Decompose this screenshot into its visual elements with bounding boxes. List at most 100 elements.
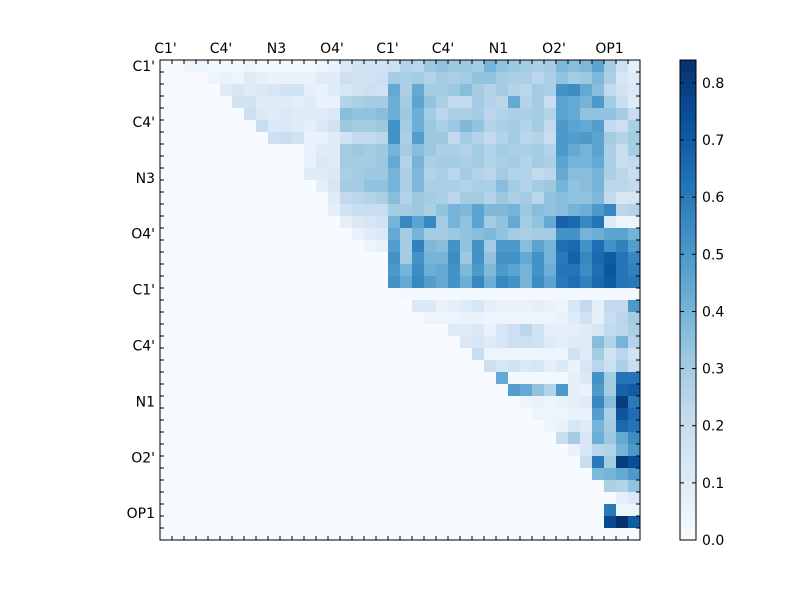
heatmap-cell: [268, 384, 281, 397]
heatmap-cell: [472, 324, 485, 337]
heatmap-cell: [292, 156, 305, 169]
heatmap-cell: [412, 444, 425, 457]
heatmap-cell: [496, 204, 509, 217]
heatmap-cell: [280, 84, 293, 97]
heatmap-cell: [592, 144, 605, 157]
heatmap-cell: [208, 60, 221, 73]
heatmap-cell: [544, 528, 557, 541]
heatmap-cell: [160, 480, 173, 493]
heatmap-cell: [196, 132, 209, 145]
heatmap-cell: [256, 408, 269, 421]
heatmap-cell: [448, 300, 461, 313]
heatmap-cell: [616, 468, 629, 481]
heatmap-cell: [352, 384, 365, 397]
heatmap-cell: [472, 216, 485, 229]
heatmap-cell: [172, 336, 185, 349]
heatmap-cell: [232, 108, 245, 121]
heatmap-cell: [520, 372, 533, 385]
heatmap-cell: [364, 192, 377, 205]
heatmap-cell: [604, 108, 617, 121]
heatmap-cell: [244, 492, 257, 505]
heatmap-cell: [532, 300, 545, 313]
heatmap-cell: [424, 420, 437, 433]
heatmap-cell: [316, 300, 329, 313]
heatmap-cell: [436, 432, 449, 445]
heatmap-cell: [544, 84, 557, 97]
heatmap-cell: [220, 288, 233, 301]
heatmap-cell: [340, 432, 353, 445]
heatmap-cell: [304, 156, 317, 169]
heatmap-cell: [472, 60, 485, 73]
heatmap-cell: [196, 288, 209, 301]
heatmap-cell: [376, 324, 389, 337]
heatmap-cell: [604, 420, 617, 433]
heatmap-cell: [244, 528, 257, 541]
heatmap-cell: [184, 156, 197, 169]
heatmap-cell: [532, 252, 545, 265]
heatmap-cell: [220, 312, 233, 325]
heatmap-cell: [232, 252, 245, 265]
heatmap-cell: [400, 528, 413, 541]
heatmap-cell: [220, 180, 233, 193]
heatmap-cell: [460, 312, 473, 325]
heatmap-cell: [556, 204, 569, 217]
heatmap-cell: [568, 72, 581, 85]
heatmap-cell: [484, 216, 497, 229]
heatmap-cell: [424, 384, 437, 397]
heatmap-cell: [496, 480, 509, 493]
heatmap-cell: [448, 264, 461, 277]
heatmap-cell: [280, 132, 293, 145]
heatmap-cell: [520, 192, 533, 205]
heatmap-cell: [604, 240, 617, 253]
heatmap-cell: [160, 300, 173, 313]
heatmap-cell: [364, 168, 377, 181]
heatmap-cell: [604, 480, 617, 493]
heatmap-cell: [172, 420, 185, 433]
heatmap-cell: [496, 72, 509, 85]
heatmap-cell: [436, 120, 449, 133]
heatmap-cell: [232, 432, 245, 445]
heatmap-cell: [520, 528, 533, 541]
heatmap-cell: [376, 192, 389, 205]
heatmap-cell: [364, 216, 377, 229]
heatmap-cell: [556, 120, 569, 133]
heatmap-cell: [184, 132, 197, 145]
heatmap-cell: [568, 300, 581, 313]
heatmap-cell: [304, 192, 317, 205]
heatmap-cell: [400, 276, 413, 289]
heatmap-cell: [232, 456, 245, 469]
heatmap-cell: [268, 180, 281, 193]
heatmap-cell: [520, 492, 533, 505]
heatmap-cell: [448, 444, 461, 457]
heatmap-cell: [316, 324, 329, 337]
heatmap-cell: [316, 456, 329, 469]
heatmap-cell: [340, 276, 353, 289]
heatmap-cell: [400, 84, 413, 97]
heatmap-cell: [220, 84, 233, 97]
heatmap-cell: [244, 384, 257, 397]
heatmap-cell: [508, 372, 521, 385]
heatmap-cell: [508, 108, 521, 121]
heatmap-cell: [496, 372, 509, 385]
heatmap-cell: [520, 240, 533, 253]
x-tick-labels: C1' C4' N3 O4' C1' C4' N1 O2' OP1: [154, 41, 623, 57]
heatmap-cell: [160, 408, 173, 421]
heatmap-cell: [172, 372, 185, 385]
heatmap-cell: [172, 156, 185, 169]
heatmap-cell: [436, 492, 449, 505]
heatmap-cell: [364, 144, 377, 157]
heatmap-cell: [244, 216, 257, 229]
heatmap-cell: [184, 480, 197, 493]
heatmap-cell: [184, 108, 197, 121]
heatmap-cell: [532, 180, 545, 193]
heatmap-cell: [304, 336, 317, 349]
heatmap-cell: [256, 108, 269, 121]
heatmap-cell: [496, 156, 509, 169]
heatmap-cell: [532, 444, 545, 457]
heatmap-cell: [184, 384, 197, 397]
heatmap-cell: [400, 456, 413, 469]
heatmap-cell: [460, 360, 473, 373]
heatmap-cell: [388, 360, 401, 373]
heatmap-cell: [496, 252, 509, 265]
heatmap-cell: [328, 408, 341, 421]
